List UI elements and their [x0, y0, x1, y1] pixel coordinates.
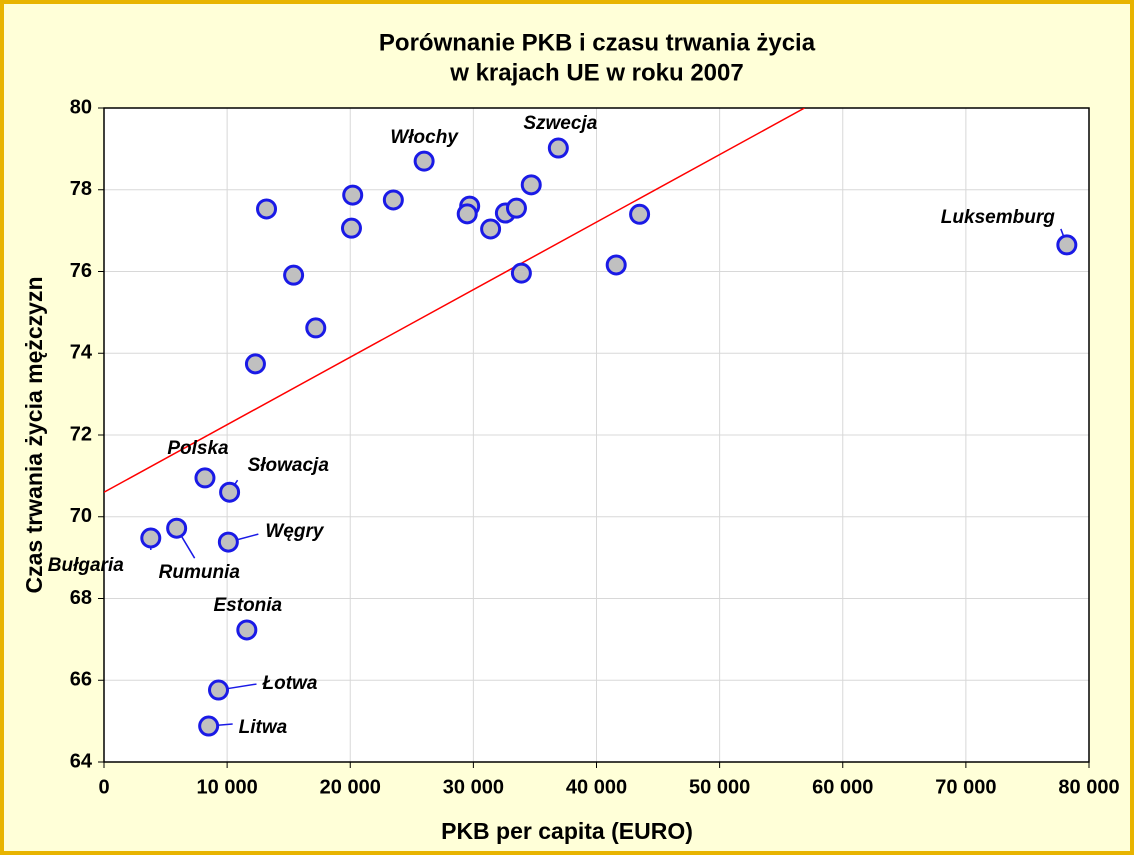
x-tick-label: 50 000 — [689, 776, 750, 798]
y-tick-label: 76 — [70, 260, 92, 282]
point — [283, 264, 305, 286]
point — [236, 619, 258, 641]
point — [340, 217, 362, 239]
point — [244, 353, 266, 375]
y-tick-label: 70 — [70, 505, 92, 527]
point-label: Szwecja — [523, 113, 597, 134]
y-tick-label: 80 — [70, 96, 92, 118]
point — [520, 174, 542, 196]
point — [629, 203, 651, 225]
point — [510, 262, 532, 284]
point — [166, 517, 188, 539]
y-tick-label: 64 — [70, 750, 93, 772]
x-tick-label: 20 000 — [320, 776, 381, 798]
y-tick-label: 72 — [70, 423, 92, 445]
x-tick-label: 0 — [98, 776, 109, 798]
x-tick-label: 70 000 — [935, 776, 996, 798]
point-label: Bułgaria — [48, 555, 124, 576]
point — [1056, 234, 1078, 256]
y-tick-label: 74 — [70, 342, 93, 364]
point — [505, 197, 527, 219]
point — [140, 527, 162, 549]
y-axis-label: Czas trwania życia mężczyzn — [21, 276, 47, 593]
point — [208, 679, 230, 701]
x-tick-label: 30 000 — [443, 776, 504, 798]
x-tick-label: 10 000 — [197, 776, 258, 798]
point-label: Luksemburg — [941, 207, 1055, 228]
x-tick-label: 80 000 — [1058, 776, 1119, 798]
x-tick-label: 60 000 — [812, 776, 873, 798]
y-tick-label: 78 — [70, 178, 92, 200]
point-label: Węgry — [265, 521, 325, 542]
point-label: Włochy — [390, 127, 459, 148]
point-label: Polska — [167, 438, 229, 459]
point — [256, 198, 278, 220]
chart-title: Porównanie PKB i czasu trwania życia — [379, 29, 816, 56]
x-axis-label: PKB per capita (EURO) — [441, 818, 693, 844]
point — [219, 481, 241, 503]
chart-title: w krajach UE w roku 2007 — [449, 59, 743, 86]
point-label: Słowacja — [248, 455, 330, 476]
point — [605, 254, 627, 276]
plot-frame — [103, 107, 1090, 763]
trend-line — [104, 108, 805, 493]
point-label: Estonia — [214, 595, 283, 616]
point — [547, 137, 569, 159]
point — [194, 467, 216, 489]
point — [217, 531, 239, 553]
point — [413, 150, 435, 172]
point — [456, 203, 478, 225]
point — [480, 218, 502, 240]
point — [305, 317, 327, 339]
point-label: Rumunia — [159, 562, 241, 583]
point-label: Litwa — [239, 717, 288, 738]
y-tick-label: 66 — [70, 669, 92, 691]
y-tick-label: 68 — [70, 587, 92, 609]
point — [342, 184, 364, 206]
x-tick-label: 40 000 — [566, 776, 627, 798]
point-label: Łotwa — [262, 673, 318, 694]
point — [198, 715, 220, 737]
point — [382, 189, 404, 211]
